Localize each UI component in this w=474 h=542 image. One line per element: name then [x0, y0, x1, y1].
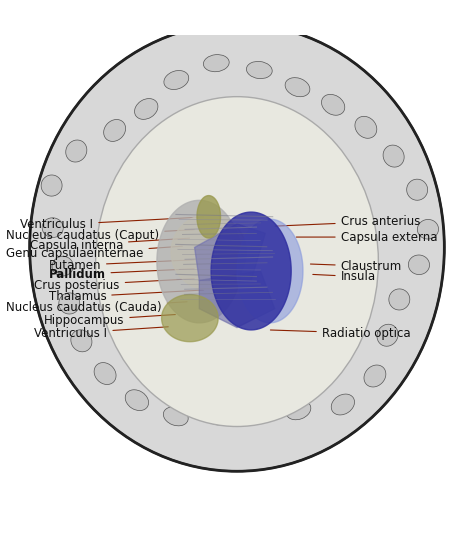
Ellipse shape — [407, 179, 428, 200]
Ellipse shape — [41, 175, 62, 196]
Text: Putamen: Putamen — [48, 259, 194, 272]
Ellipse shape — [71, 330, 92, 352]
Ellipse shape — [205, 408, 231, 425]
Ellipse shape — [355, 117, 377, 138]
Ellipse shape — [409, 255, 429, 275]
Ellipse shape — [383, 145, 404, 167]
Text: Ventriculus I: Ventriculus I — [20, 217, 204, 231]
Text: Nucleus caudatus (Caput): Nucleus caudatus (Caput) — [6, 229, 194, 242]
Ellipse shape — [203, 55, 229, 72]
Ellipse shape — [30, 24, 444, 472]
Ellipse shape — [377, 324, 398, 346]
Polygon shape — [237, 219, 303, 323]
Ellipse shape — [246, 61, 272, 79]
Text: Thalamus: Thalamus — [48, 290, 204, 304]
Ellipse shape — [104, 119, 126, 141]
Ellipse shape — [125, 390, 148, 410]
Polygon shape — [157, 201, 242, 323]
Ellipse shape — [59, 293, 80, 314]
Text: Pallidum: Pallidum — [48, 268, 194, 281]
Ellipse shape — [94, 363, 116, 384]
Text: Capsula interna: Capsula interna — [30, 238, 190, 251]
Ellipse shape — [42, 218, 63, 237]
Text: Claustrum: Claustrum — [310, 260, 402, 273]
Text: Crus anterius: Crus anterius — [275, 215, 420, 228]
Text: Capsula externa: Capsula externa — [296, 230, 437, 243]
Ellipse shape — [389, 289, 410, 310]
Ellipse shape — [96, 96, 378, 427]
Ellipse shape — [418, 220, 438, 239]
Ellipse shape — [286, 401, 311, 420]
Text: Insula: Insula — [313, 270, 376, 283]
Ellipse shape — [164, 70, 189, 89]
Text: Hippocampus: Hippocampus — [44, 314, 175, 327]
Text: Crus posterius: Crus posterius — [35, 279, 194, 292]
Ellipse shape — [52, 256, 73, 276]
Ellipse shape — [331, 394, 355, 415]
Ellipse shape — [245, 402, 270, 419]
Ellipse shape — [321, 94, 345, 115]
Polygon shape — [211, 212, 291, 330]
Ellipse shape — [164, 407, 188, 426]
Polygon shape — [197, 196, 220, 238]
Text: Genu capsulaeinternae: Genu capsulaeinternae — [6, 246, 182, 260]
Polygon shape — [199, 271, 275, 327]
Text: Radiatio optica: Radiatio optica — [270, 327, 410, 340]
Text: Nucleus caudatus (Cauda): Nucleus caudatus (Cauda) — [6, 301, 187, 314]
Polygon shape — [171, 215, 246, 290]
Ellipse shape — [364, 365, 386, 387]
Polygon shape — [162, 294, 218, 341]
Polygon shape — [195, 224, 265, 280]
Ellipse shape — [285, 78, 310, 96]
Ellipse shape — [135, 99, 158, 119]
Text: Ventriculus I: Ventriculus I — [35, 327, 168, 340]
Ellipse shape — [66, 140, 87, 162]
